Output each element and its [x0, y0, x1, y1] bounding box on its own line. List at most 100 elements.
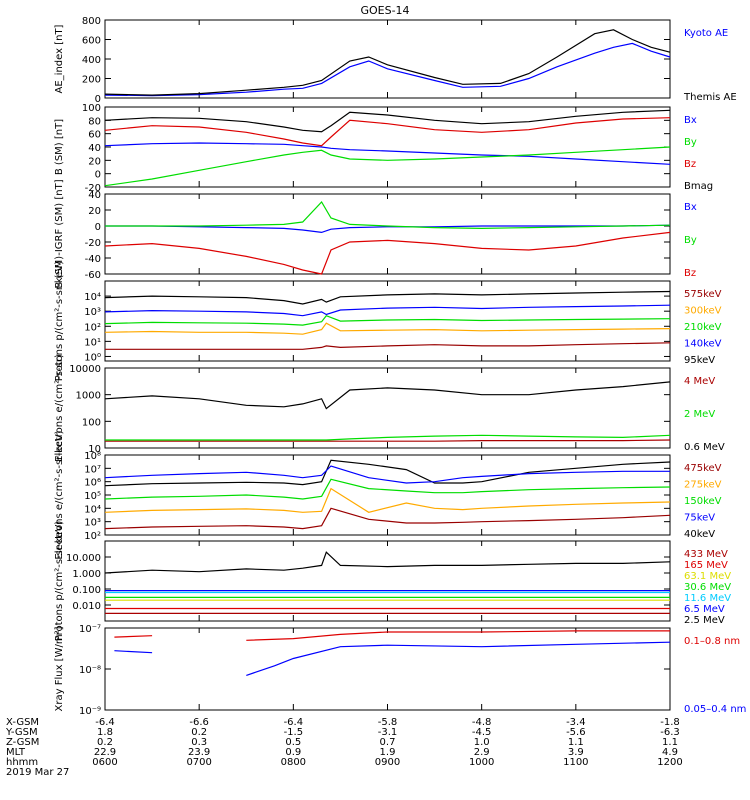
- series-line: [104, 146, 671, 187]
- x-tick-label: -3.1: [378, 727, 398, 738]
- legend-label: By: [684, 235, 697, 246]
- legend-label: Bz: [684, 268, 696, 279]
- legend-label: Bx: [684, 202, 697, 213]
- y-tick-label: 0.100: [72, 585, 101, 596]
- series-line: [104, 459, 671, 487]
- plot-title: GOES-14: [360, 4, 409, 17]
- x-tick-label: 0.2: [191, 727, 207, 738]
- x-tick-label: 4.9: [662, 747, 678, 758]
- y-tick-label: 10: [88, 444, 101, 455]
- x-tick-label: 0.9: [285, 747, 301, 758]
- legend-label: 0.1–0.8 nm: [684, 636, 740, 647]
- y-axis-label: AE_index [nT]: [54, 24, 65, 93]
- y-tick-label: -20: [85, 183, 101, 194]
- x-tick-label: 1.1: [568, 737, 584, 748]
- series-line: [105, 224, 671, 234]
- y-tick-label: 400: [82, 55, 101, 66]
- y-tick-label: 80: [88, 116, 101, 127]
- series-line: [104, 290, 671, 305]
- legend-label: By: [684, 137, 697, 148]
- x-tick-label: 23.9: [188, 747, 210, 758]
- x-tick-label: -3.4: [566, 717, 586, 728]
- panel-bsm: -20 0 20 40 60 80 100 B (SM) [nT] Bx By Bz Bmag: [54, 103, 713, 194]
- series-line: [104, 117, 671, 147]
- x-tick-label: 1200: [657, 757, 682, 768]
- x-tick-label: -6.3: [660, 727, 680, 738]
- y-tick-label: 10⁴: [84, 504, 101, 515]
- y-tick-label: 20: [88, 156, 101, 167]
- y-tick-label: 10⁷: [84, 464, 101, 475]
- x-tick-label: -4.8: [472, 717, 492, 728]
- x-axis-row-label: MLT: [6, 747, 26, 758]
- x-tick-label: 1.0: [474, 737, 490, 748]
- legend-label: 2 MeV: [684, 409, 715, 420]
- x-tick-label: 1.1: [662, 737, 678, 748]
- y-tick-label: 10⁻⁷: [79, 624, 101, 635]
- legend-label: 11.6 MeV: [684, 593, 731, 604]
- y-tick-label: 40: [88, 190, 101, 201]
- legend-label: 75keV: [684, 513, 715, 524]
- panel-ae: 0 200 400 600 800 AE_index [nT] Kyoto AE Themis…: [54, 16, 737, 105]
- legend-label: 63.1 MeV: [684, 571, 731, 582]
- y-axis-label: B (SM)-IGRF (SM) [nT]: [54, 179, 65, 288]
- legend-label: 475keV: [684, 463, 722, 474]
- x-axis-row-label: 2019 Mar 27: [6, 767, 69, 778]
- x-tick-label: 0800: [281, 757, 306, 768]
- series-line: [104, 478, 671, 500]
- y-axis-label: Protons p/(cm²-s-sr-keV): [54, 521, 65, 642]
- series-line: [104, 304, 671, 317]
- legend-label: 30.6 MeV: [684, 582, 731, 593]
- legend-label: Bx: [684, 115, 697, 126]
- y-tick-label: 0: [95, 94, 101, 105]
- series-line: [104, 42, 671, 97]
- panel-electrons1: 10 100 1000 10000 Electrons e/(cm²-s-sr) 4 Me…: [54, 354, 725, 462]
- series-line: [104, 231, 671, 275]
- x-axis-row-label: X-GSM: [6, 717, 39, 728]
- series-line: [246, 641, 671, 676]
- x-tick-label: 1000: [469, 757, 494, 768]
- series-line: [105, 434, 671, 441]
- y-tick-label: 10⁰: [84, 352, 101, 363]
- y-axis-label: Xray Flux [W/m²]: [54, 626, 65, 711]
- legend-label: 2.5 MeV: [684, 615, 725, 626]
- legend-label: 575keV: [684, 289, 722, 300]
- panel-xray: 10⁻⁷ 10⁻⁸ 10⁻⁹ Xray Flux [W/m²] 0.1–0.8 nm 0.…: [54, 624, 746, 717]
- series-line: [104, 322, 671, 335]
- panel-frame: [104, 193, 671, 275]
- legend-label: 433 MeV: [684, 549, 728, 560]
- x-axis-row-label: Y-GSM: [5, 727, 38, 738]
- series-line: [114, 635, 153, 638]
- series-line: [104, 142, 671, 165]
- y-tick-label: 40: [88, 143, 101, 154]
- y-tick-label: 10¹: [84, 337, 101, 348]
- y-tick-label: 1.000: [72, 569, 101, 580]
- x-tick-label: -6.6: [189, 717, 209, 728]
- panel-protons: 10⁰ 10¹ 10² 10³ 10⁴ Protons p/(cm²-s-sr-keV) 5…: [54, 261, 722, 382]
- y-tick-label: 10²: [84, 531, 101, 542]
- x-tick-label: -5.6: [566, 727, 586, 738]
- series-line: [105, 439, 671, 442]
- y-tick-label: 10⁻⁹: [79, 706, 101, 717]
- y-tick-label: 10.000: [66, 553, 101, 564]
- y-tick-label: 0: [95, 170, 101, 181]
- y-tick-label: 100: [82, 417, 101, 428]
- x-tick-label: -1.8: [660, 717, 680, 728]
- x-axis-row-label: Z-GSM: [6, 737, 39, 748]
- panel-frame: [104, 19, 671, 99]
- series-line: [104, 551, 671, 574]
- y-tick-label: -20: [85, 238, 101, 249]
- legend-label: 6.5 MeV: [684, 604, 725, 615]
- legend-label: 40keV: [684, 529, 715, 540]
- y-tick-label: 800: [82, 16, 101, 27]
- y-tick-label: 0.010: [72, 601, 101, 612]
- legend-label: 4 MeV: [684, 376, 715, 387]
- series-line: [104, 465, 670, 484]
- legend-label: 0.05–0.4 nm: [684, 704, 746, 715]
- x-tick-label: 0600: [92, 757, 117, 768]
- y-tick-label: 100: [82, 103, 101, 114]
- legend-label: 95keV: [684, 355, 715, 366]
- x-tick-label: 0900: [375, 757, 400, 768]
- legend-label: Bz: [684, 159, 696, 170]
